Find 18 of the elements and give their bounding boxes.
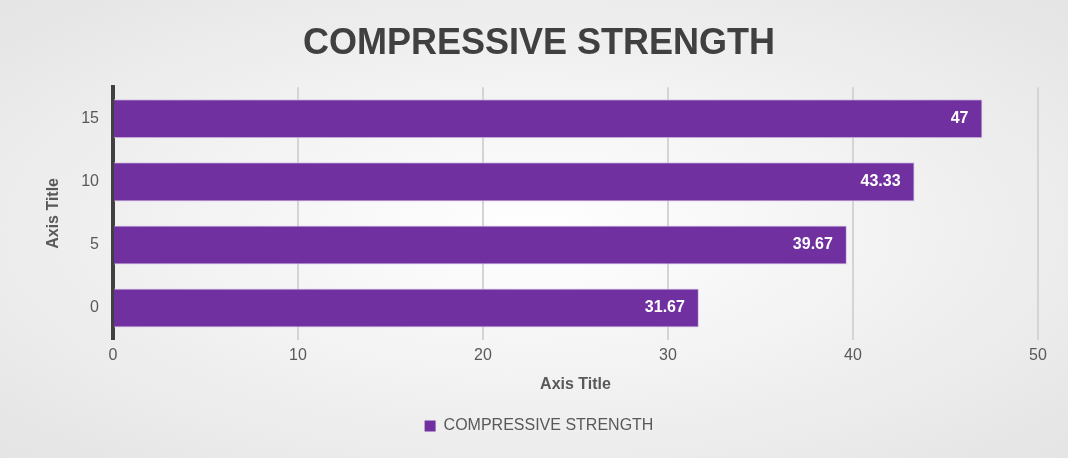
- y-tick-label: 0: [90, 298, 100, 316]
- x-tick-label: 30: [659, 345, 677, 363]
- x-tick-label: 10: [289, 345, 307, 363]
- chart-title: COMPRESSIVE STRENGTH: [302, 20, 776, 62]
- x-tick-label: 50: [1029, 345, 1047, 363]
- y-tick-label: 10: [81, 172, 100, 190]
- data-label: 31.67: [644, 298, 685, 316]
- x-tick-label: 40: [844, 345, 862, 363]
- y-tick-label: 5: [90, 235, 100, 253]
- y-tick-label: 15: [81, 109, 100, 127]
- legend-label: COMPRESSIVE STRENGTH: [443, 416, 654, 434]
- data-label: 43.33: [860, 172, 901, 190]
- x-axis-title: Axis Title: [540, 374, 612, 392]
- x-tick-label: 20: [474, 345, 492, 363]
- x-tick-label: 0: [108, 345, 118, 363]
- data-label: 47: [950, 109, 969, 127]
- data-label: 39.67: [792, 235, 833, 253]
- y-axis-title: Axis Title: [44, 177, 62, 249]
